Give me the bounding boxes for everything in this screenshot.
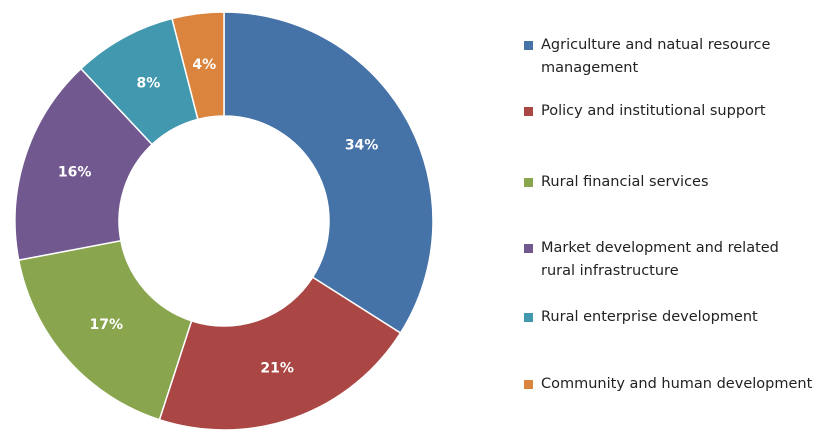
legend-swatch bbox=[524, 178, 533, 187]
slice-label: 21% bbox=[260, 361, 294, 377]
donut-slice bbox=[14, 67, 154, 262]
legend-label: Policy and institutional support bbox=[541, 103, 766, 119]
legend-item: Market development and related rural inf… bbox=[524, 237, 814, 283]
legend-label: Community and human development bbox=[541, 376, 813, 392]
slice-label: 17% bbox=[89, 317, 123, 333]
slice-label: 4% bbox=[192, 57, 216, 73]
legend-item: Policy and institutional support bbox=[524, 100, 814, 123]
slice-label: 16% bbox=[58, 164, 92, 180]
legend-label: Rural enterprise development bbox=[541, 309, 758, 325]
slice-label: 8% bbox=[136, 75, 160, 91]
legend-item: Community and human development bbox=[524, 373, 814, 396]
legend-label: Rural financial services bbox=[541, 174, 709, 190]
legend-swatch bbox=[524, 41, 533, 50]
legend-swatch bbox=[524, 244, 533, 253]
legend-label: Market development and related rural inf… bbox=[541, 240, 779, 279]
chart: 34% 21% 17% 16% 8% 4% bbox=[14, 11, 434, 431]
legend-item: Rural financial services bbox=[524, 171, 814, 194]
legend-item: Agriculture and natual resource manageme… bbox=[524, 34, 814, 80]
legend-item: Rural enterprise development bbox=[524, 306, 814, 329]
donut-slice bbox=[17, 239, 193, 421]
legend-swatch bbox=[524, 107, 533, 116]
legend-label: Agriculture and natual resource manageme… bbox=[541, 37, 771, 76]
donut-slice bbox=[158, 276, 402, 431]
donut-slice bbox=[171, 11, 225, 121]
slice-label: 34% bbox=[345, 137, 379, 153]
legend-swatch bbox=[524, 380, 533, 389]
donut-slice bbox=[223, 11, 434, 335]
legend-swatch bbox=[524, 313, 533, 322]
